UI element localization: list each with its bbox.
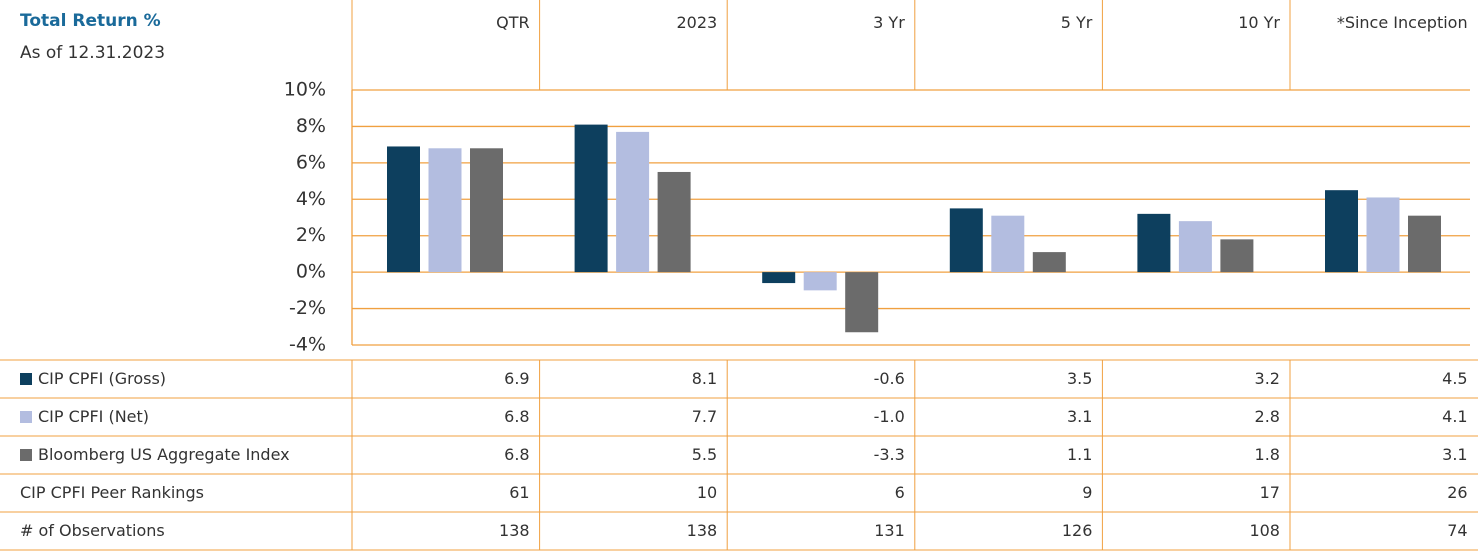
column-header: 2023 <box>676 13 718 32</box>
table-cell: 1.1 <box>1066 445 1093 464</box>
y-tick-label: -4% <box>289 334 326 356</box>
table-cell: 6.9 <box>504 369 530 388</box>
column-header: 3 Yr <box>873 13 905 32</box>
table-cell: 2.8 <box>1254 407 1280 426</box>
row-label: # of Observations <box>20 521 165 540</box>
table-cell: 17 <box>1259 483 1280 502</box>
legend-entry: CIP CPFI (Gross) <box>20 368 350 390</box>
legend-label: CIP CPFI (Gross) <box>38 369 167 388</box>
y-tick-label: 2% <box>296 224 326 246</box>
bar <box>845 272 879 333</box>
table-cell: 3.1 <box>1442 445 1468 464</box>
bar <box>657 171 691 273</box>
table-cell: 1.8 <box>1254 445 1280 464</box>
table-cell: 7.7 <box>691 407 718 426</box>
bar <box>574 124 608 273</box>
legend-swatch <box>20 373 32 385</box>
y-tick-label: 8% <box>296 115 326 137</box>
table-cell: 3.5 <box>1066 369 1093 388</box>
bar <box>949 208 983 273</box>
legend-entry: CIP CPFI (Net) <box>20 406 350 428</box>
bar <box>1032 252 1066 273</box>
column-header: 5 Yr <box>1060 13 1093 32</box>
y-tick-label: -2% <box>289 297 326 319</box>
bar <box>1366 197 1400 273</box>
table-cell: 10 <box>696 483 718 502</box>
table-cell: 3.1 <box>1066 407 1093 426</box>
y-tick-label: 4% <box>296 188 326 210</box>
table-cell: 6 <box>894 483 905 502</box>
column-header: 10 Yr <box>1238 13 1280 32</box>
bar <box>762 272 796 284</box>
bar <box>803 272 837 291</box>
table-cell: 138 <box>686 521 718 540</box>
table-cell: 74 <box>1447 521 1468 540</box>
table-cell: 3.2 <box>1254 369 1280 388</box>
table-cell: 26 <box>1447 483 1468 502</box>
legend-swatch <box>20 449 32 461</box>
bar <box>387 146 420 273</box>
table-cell: 8.1 <box>691 369 718 388</box>
table-cell: 6.8 <box>504 445 530 464</box>
table-cell: 4.1 <box>1442 407 1468 426</box>
table-cell: 6.8 <box>504 407 530 426</box>
table-cell: 138 <box>499 521 530 540</box>
y-tick-label: 0% <box>296 261 326 283</box>
table-cell: 126 <box>1061 521 1093 540</box>
legend-swatch <box>20 411 32 423</box>
table-cell: 5.5 <box>691 445 718 464</box>
column-header: QTR <box>496 13 530 32</box>
row-label: CIP CPFI Peer Rankings <box>20 483 204 502</box>
legend-entry: Bloomberg US Aggregate Index <box>20 444 350 466</box>
bar <box>470 148 503 273</box>
table-cell: 131 <box>874 521 905 540</box>
bar <box>428 148 462 273</box>
bar <box>1325 190 1358 273</box>
legend-label: CIP CPFI (Net) <box>38 407 150 426</box>
legend-label: Bloomberg US Aggregate Index <box>38 445 290 464</box>
table-cell: 108 <box>1249 521 1280 540</box>
table-cell: -3.3 <box>873 445 905 464</box>
table-cell: -0.6 <box>873 369 905 388</box>
column-header: *Since Inception <box>1336 13 1468 32</box>
table-cell: 9 <box>1082 483 1093 502</box>
bar <box>1408 215 1441 273</box>
bar <box>1178 221 1212 273</box>
bar <box>1220 239 1254 273</box>
table-cell: 4.5 <box>1442 369 1468 388</box>
y-tick-label: 6% <box>296 151 326 173</box>
bar <box>616 131 650 273</box>
y-tick-label: 10% <box>284 79 326 101</box>
bar <box>991 215 1025 273</box>
chart-title: Total Return % <box>20 11 161 31</box>
bar <box>1137 213 1171 273</box>
table-cell: -1.0 <box>873 407 905 426</box>
table-cell: 61 <box>509 483 530 502</box>
chart-subtitle: As of 12.31.2023 <box>20 43 166 63</box>
